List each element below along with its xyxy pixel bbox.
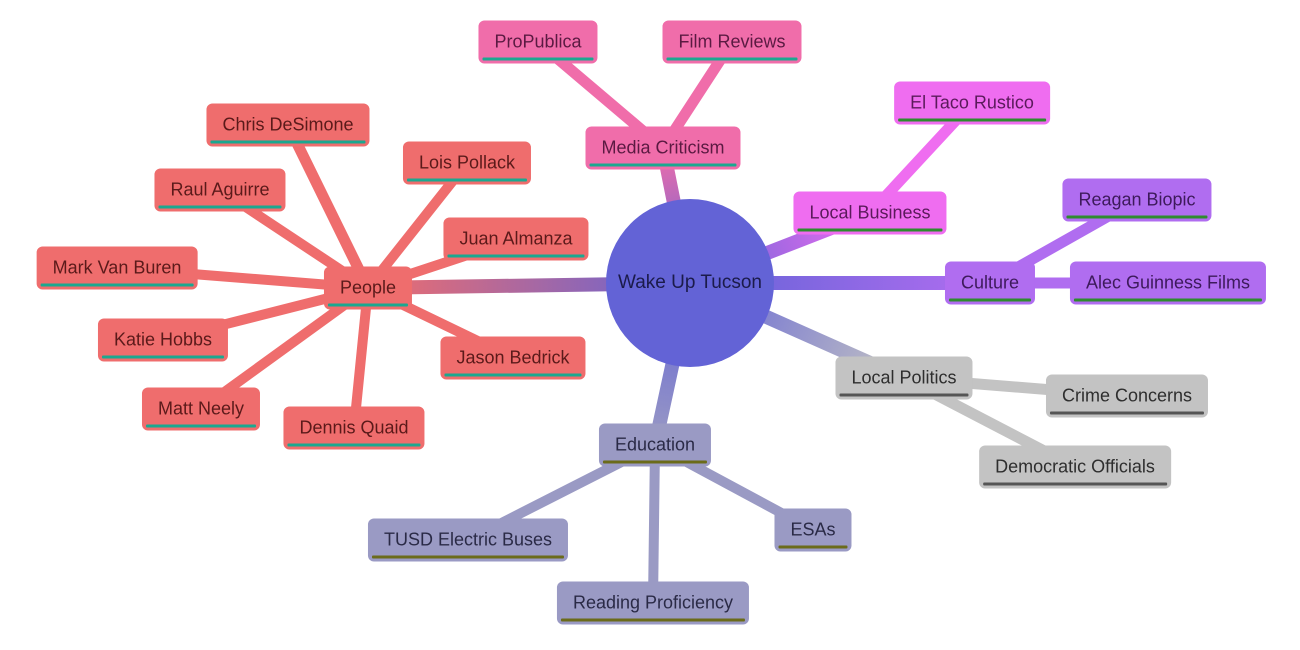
leaf-node-reading[interactable]: Reading Proficiency xyxy=(557,582,749,625)
branch-node-localpol[interactable]: Local Politics xyxy=(835,357,972,400)
node-label: El Taco Rustico xyxy=(910,93,1034,114)
node-underline xyxy=(328,304,408,307)
leaf-node-alec[interactable]: Alec Guinness Films xyxy=(1070,262,1266,305)
node-label: Alec Guinness Films xyxy=(1086,273,1250,294)
node-label: Reading Proficiency xyxy=(573,593,733,614)
node-underline xyxy=(372,556,564,559)
node-underline xyxy=(589,164,736,167)
node-label: People xyxy=(340,278,396,299)
node-label: Local Business xyxy=(809,203,930,224)
node-label: TUSD Electric Buses xyxy=(384,530,552,551)
node-underline xyxy=(949,299,1031,302)
leaf-node-jason[interactable]: Jason Bedrick xyxy=(440,337,585,380)
branch-node-education[interactable]: Education xyxy=(599,424,711,467)
node-label: Chris DeSimone xyxy=(222,115,353,136)
node-underline xyxy=(1050,412,1204,415)
node-underline xyxy=(407,179,527,182)
leaf-node-chris[interactable]: Chris DeSimone xyxy=(206,104,369,147)
center-label: Wake Up Tucson xyxy=(618,272,762,294)
branch-node-media[interactable]: Media Criticism xyxy=(585,127,740,170)
node-underline xyxy=(1074,299,1262,302)
node-underline xyxy=(41,284,194,287)
node-label: Juan Almanza xyxy=(459,229,572,250)
leaf-node-tusd[interactable]: TUSD Electric Buses xyxy=(368,519,568,562)
branch-node-localbiz[interactable]: Local Business xyxy=(793,192,946,235)
node-label: Media Criticism xyxy=(601,138,724,159)
center-node[interactable]: Wake Up Tucson xyxy=(606,199,774,367)
leaf-node-reagan[interactable]: Reagan Biopic xyxy=(1062,179,1211,222)
leaf-node-taco[interactable]: El Taco Rustico xyxy=(894,82,1050,125)
leaf-node-dems[interactable]: Democratic Officials xyxy=(979,446,1171,489)
leaf-node-dennis[interactable]: Dennis Quaid xyxy=(283,407,424,450)
node-label: Film Reviews xyxy=(678,32,785,53)
node-label: Reagan Biopic xyxy=(1078,190,1195,211)
node-underline xyxy=(447,255,584,258)
leaf-node-mark[interactable]: Mark Van Buren xyxy=(37,247,198,290)
node-label: Lois Pollack xyxy=(419,153,515,174)
node-underline xyxy=(839,394,968,397)
leaf-node-matt[interactable]: Matt Neely xyxy=(142,388,260,431)
node-label: ProPublica xyxy=(494,32,581,53)
node-label: Democratic Officials xyxy=(995,457,1155,478)
leaf-node-filmrev[interactable]: Film Reviews xyxy=(662,21,801,64)
node-underline xyxy=(603,461,707,464)
node-underline xyxy=(778,546,847,549)
leaf-node-juan[interactable]: Juan Almanza xyxy=(443,218,588,261)
leaf-node-propublica[interactable]: ProPublica xyxy=(478,21,597,64)
branch-node-people[interactable]: People xyxy=(324,267,412,310)
node-underline xyxy=(666,58,797,61)
node-label: Education xyxy=(615,435,695,456)
node-underline xyxy=(102,356,224,359)
node-underline xyxy=(1066,216,1207,219)
node-underline xyxy=(444,374,581,377)
node-label: Jason Bedrick xyxy=(456,348,569,369)
node-underline xyxy=(210,141,365,144)
node-underline xyxy=(158,206,281,209)
leaf-node-esa[interactable]: ESAs xyxy=(774,509,851,552)
node-label: Crime Concerns xyxy=(1062,386,1192,407)
node-underline xyxy=(287,444,420,447)
node-underline xyxy=(983,483,1167,486)
node-label: Matt Neely xyxy=(158,399,244,420)
branch-node-culture[interactable]: Culture xyxy=(945,262,1035,305)
leaf-node-raul[interactable]: Raul Aguirre xyxy=(154,169,285,212)
node-label: Raul Aguirre xyxy=(170,180,269,201)
node-underline xyxy=(146,425,256,428)
node-label: Mark Van Buren xyxy=(53,258,182,279)
leaf-node-katie[interactable]: Katie Hobbs xyxy=(98,319,228,362)
node-underline xyxy=(561,619,745,622)
leaf-node-lois[interactable]: Lois Pollack xyxy=(403,142,531,185)
node-label: Dennis Quaid xyxy=(299,418,408,439)
mindmap-canvas: Wake Up Tucson People Chris DeSimone Lois P… xyxy=(0,0,1300,650)
node-label: Culture xyxy=(961,273,1019,294)
node-underline xyxy=(482,58,593,61)
node-label: Katie Hobbs xyxy=(114,330,212,351)
node-underline xyxy=(898,119,1046,122)
leaf-node-crime[interactable]: Crime Concerns xyxy=(1046,375,1208,418)
node-underline xyxy=(797,229,942,232)
node-label: ESAs xyxy=(790,520,835,541)
node-label: Local Politics xyxy=(851,368,956,389)
